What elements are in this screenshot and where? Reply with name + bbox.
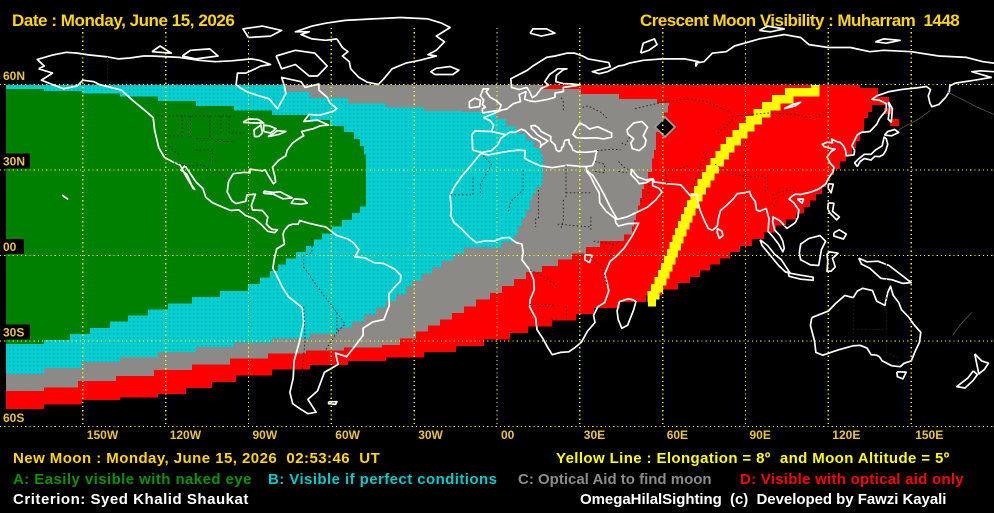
- svg-text:30W: 30W: [418, 428, 443, 442]
- svg-text:90E: 90E: [750, 428, 771, 442]
- svg-text:60W: 60W: [335, 428, 360, 442]
- svg-text:150W: 150W: [87, 428, 119, 442]
- svg-text:120W: 120W: [170, 428, 202, 442]
- svg-text:150E: 150E: [915, 428, 943, 442]
- svg-text:60E: 60E: [667, 428, 688, 442]
- svg-text:60S: 60S: [3, 411, 24, 425]
- svg-text:60N: 60N: [3, 69, 25, 83]
- svg-text:00: 00: [501, 428, 515, 442]
- svg-text:90W: 90W: [253, 428, 278, 442]
- svg-text:120E: 120E: [832, 428, 860, 442]
- svg-text:30E: 30E: [584, 428, 605, 442]
- svg-text:30S: 30S: [3, 326, 24, 340]
- svg-text:30N: 30N: [3, 155, 25, 169]
- svg-text:00: 00: [3, 240, 17, 254]
